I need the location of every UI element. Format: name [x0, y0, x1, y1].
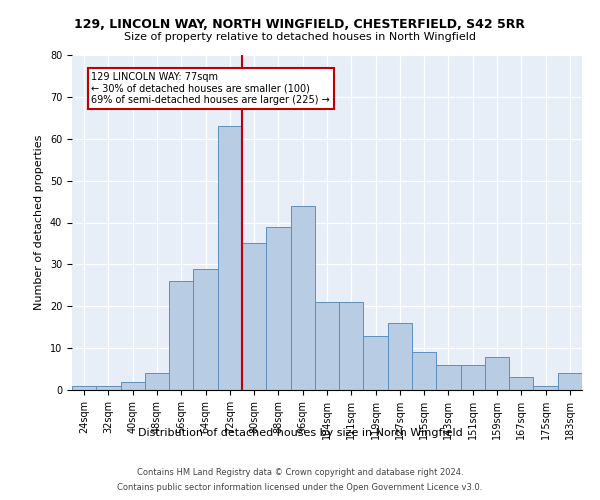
- Bar: [533, 386, 558, 390]
- Bar: [193, 268, 218, 390]
- Bar: [121, 382, 145, 390]
- Bar: [412, 352, 436, 390]
- Text: Contains public sector information licensed under the Open Government Licence v3: Contains public sector information licen…: [118, 483, 482, 492]
- Bar: [72, 386, 96, 390]
- Bar: [558, 373, 582, 390]
- Text: Distribution of detached houses by size in North Wingfield: Distribution of detached houses by size …: [137, 428, 463, 438]
- Bar: [96, 386, 121, 390]
- Bar: [242, 244, 266, 390]
- Bar: [436, 365, 461, 390]
- Bar: [315, 302, 339, 390]
- Text: 129, LINCOLN WAY, NORTH WINGFIELD, CHESTERFIELD, S42 5RR: 129, LINCOLN WAY, NORTH WINGFIELD, CHEST…: [74, 18, 526, 30]
- Bar: [485, 356, 509, 390]
- Y-axis label: Number of detached properties: Number of detached properties: [34, 135, 44, 310]
- Bar: [388, 323, 412, 390]
- Text: Size of property relative to detached houses in North Wingfield: Size of property relative to detached ho…: [124, 32, 476, 42]
- Bar: [169, 281, 193, 390]
- Bar: [266, 226, 290, 390]
- Bar: [461, 365, 485, 390]
- Text: 129 LINCOLN WAY: 77sqm
← 30% of detached houses are smaller (100)
69% of semi-de: 129 LINCOLN WAY: 77sqm ← 30% of detached…: [91, 72, 330, 105]
- Bar: [509, 378, 533, 390]
- Bar: [218, 126, 242, 390]
- Bar: [339, 302, 364, 390]
- Bar: [364, 336, 388, 390]
- Bar: [145, 373, 169, 390]
- Bar: [290, 206, 315, 390]
- Text: Contains HM Land Registry data © Crown copyright and database right 2024.: Contains HM Land Registry data © Crown c…: [137, 468, 463, 477]
